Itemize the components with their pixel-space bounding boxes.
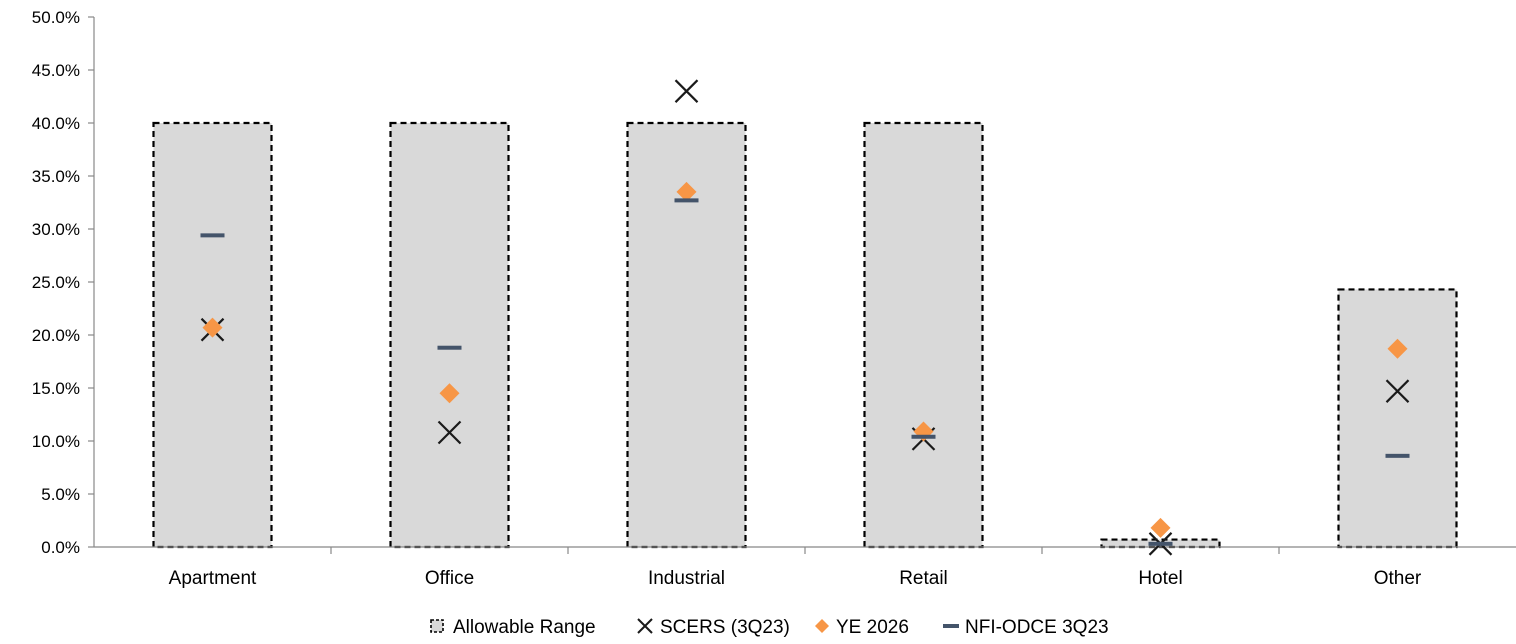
x-marker-stroke: [1385, 379, 1410, 403]
legend: Allowable Range SCERS (3Q23) YE 2026 NFI-OD…: [430, 617, 1109, 638]
y-tick-label: 5.0%: [41, 485, 80, 504]
legend-label: NFI-ODCE 3Q23: [965, 617, 1109, 638]
y-tick-label: 25.0%: [32, 273, 80, 292]
legend-item: Allowable Range: [430, 617, 596, 638]
bar-allowable-range: [389, 121, 510, 549]
legend-swatch-scers: [637, 618, 653, 634]
x-tick-label: Industrial: [648, 568, 725, 589]
legend-item: YE 2026: [815, 617, 909, 638]
legend-label: YE 2026: [836, 617, 909, 638]
legend-swatch-nfi-odce: [943, 624, 959, 628]
y-tick-label: 15.0%: [32, 379, 80, 398]
scers-3q23-marker: [1385, 379, 1410, 403]
legend-item: SCERS (3Q23): [637, 617, 790, 638]
y-tick-label: 20.0%: [32, 326, 80, 345]
bar-allowable-range: [863, 121, 984, 549]
legend-label: Allowable Range: [453, 617, 596, 638]
nfi-odce-3q23-marker: [1385, 453, 1410, 458]
x-tick-label: Other: [1374, 568, 1422, 589]
ye-2026-marker: [1150, 517, 1171, 538]
nfi-odce-3q23-marker: [437, 345, 462, 350]
y-tick-label: 45.0%: [32, 61, 80, 80]
x-axis: Apartment Office Industrial Retail Hotel Othe…: [94, 546, 1516, 589]
y-tick-label: 0.0%: [41, 538, 80, 557]
y-tick-label: 10.0%: [32, 432, 80, 451]
x-tick-label: Hotel: [1138, 568, 1182, 589]
y-tick-label: 40.0%: [32, 114, 80, 133]
nfi-odce-3q23-marker: [911, 434, 936, 439]
markers: [200, 79, 1410, 556]
legend-swatch-allowable-range: [430, 619, 444, 633]
x-tick-label: Apartment: [169, 568, 257, 589]
scers-3q23-marker: [437, 420, 462, 445]
legend-item: NFI-ODCE 3Q23: [943, 617, 1109, 638]
x-tick-label: Office: [425, 568, 474, 589]
nfi-odce-3q23-marker: [674, 198, 699, 203]
y-axis: 0.0% 5.0% 10.0% 15.0% 20.0% 25.0% 30.0% 35.0% 40…: [32, 8, 95, 557]
nfi-odce-3q23-marker: [200, 233, 225, 238]
bars: [152, 121, 1458, 549]
scers-3q23-marker: [674, 79, 699, 103]
y-tick-label: 50.0%: [32, 8, 80, 27]
legend-swatch-ye-2026: [815, 619, 829, 633]
legend-label: SCERS (3Q23): [660, 617, 790, 638]
ye-2026-marker: [676, 181, 697, 202]
x-marker-stroke: [437, 420, 462, 445]
bar-allowable-range: [1337, 288, 1458, 549]
ye-2026-marker: [202, 317, 223, 338]
y-tick-label: 35.0%: [32, 167, 80, 186]
nfi-odce-3q23-marker: [1148, 541, 1173, 546]
ye-2026-marker: [439, 383, 460, 404]
y-tick-label: 30.0%: [32, 220, 80, 239]
ye-2026-marker: [1387, 338, 1408, 359]
x-marker-stroke: [674, 79, 699, 103]
x-tick-label: Retail: [899, 568, 948, 589]
